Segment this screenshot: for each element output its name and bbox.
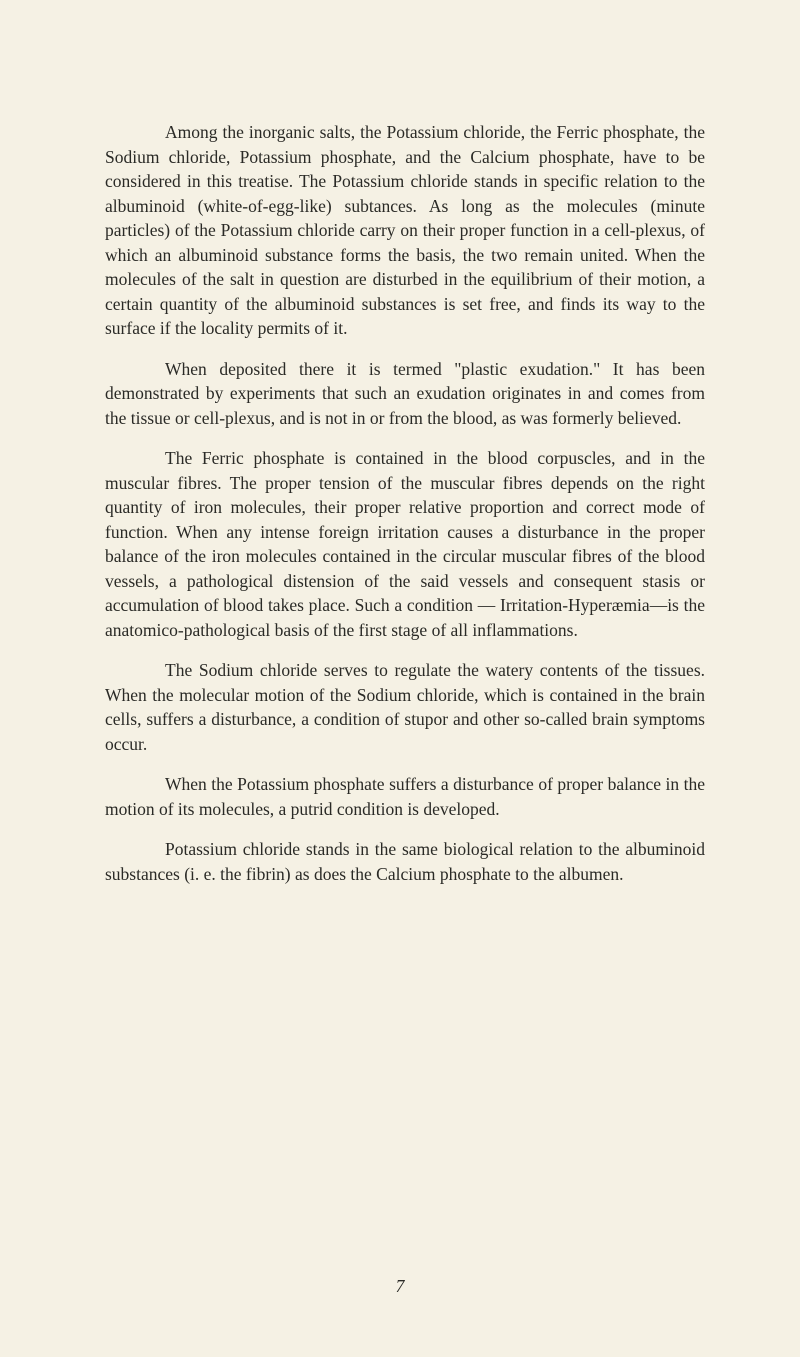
body-paragraph: When deposited there it is termed "plast…	[105, 357, 705, 431]
body-paragraph: Among the inorganic salts, the Potassium…	[105, 120, 705, 341]
page-number: 7	[396, 1276, 405, 1297]
body-paragraph: The Sodium chloride serves to regulate t…	[105, 658, 705, 756]
body-paragraph: When the Potassium phosphate suffers a d…	[105, 772, 705, 821]
document-page: Among the inorganic salts, the Potassium…	[0, 0, 800, 1357]
body-paragraph: The Ferric phosphate is contained in the…	[105, 446, 705, 642]
body-paragraph: Potassium chloride stands in the same bi…	[105, 837, 705, 886]
